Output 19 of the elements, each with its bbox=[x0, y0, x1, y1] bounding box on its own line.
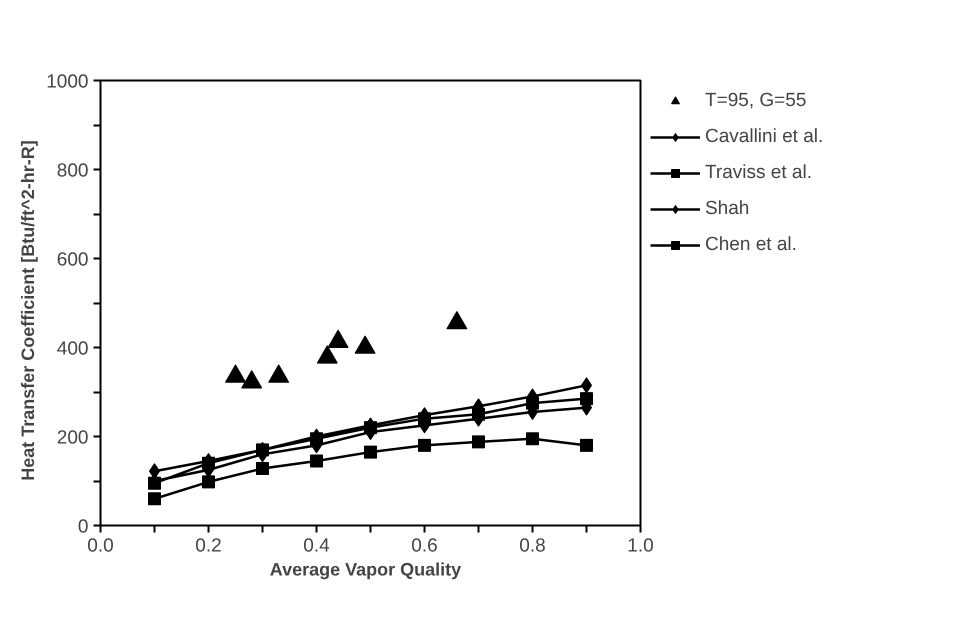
y-tick-label: 200 bbox=[56, 428, 88, 448]
x-tick-label: 1.0 bbox=[627, 536, 654, 556]
x-axis-title: Average Vapor Quality bbox=[270, 560, 462, 580]
x-tick-label: 0.4 bbox=[303, 536, 330, 556]
y-tick-label: 1000 bbox=[46, 72, 89, 92]
x-tick-label: 0.6 bbox=[411, 536, 438, 556]
legend-label: Shah bbox=[705, 198, 750, 220]
x-tick-label: 0.8 bbox=[519, 536, 546, 556]
x-tick-label: 0.2 bbox=[195, 536, 222, 556]
y-tick-label: 600 bbox=[56, 250, 88, 270]
y-tick-label: 800 bbox=[56, 160, 88, 182]
legend-label: T=95, G=55 bbox=[705, 90, 806, 112]
legend-label: Cavallini et al. bbox=[705, 126, 824, 148]
x-tick-label: 0.0 bbox=[87, 536, 114, 556]
legend-label: Chen et al. bbox=[705, 234, 797, 256]
y-tick-label: 400 bbox=[56, 338, 88, 360]
legend-label: Traviss et al. bbox=[705, 162, 812, 184]
y-tick-label: 0 bbox=[78, 516, 89, 538]
y-axis-title: Heat Transfer Coefficient [Btu/ft^2-hr-R] bbox=[18, 140, 38, 481]
